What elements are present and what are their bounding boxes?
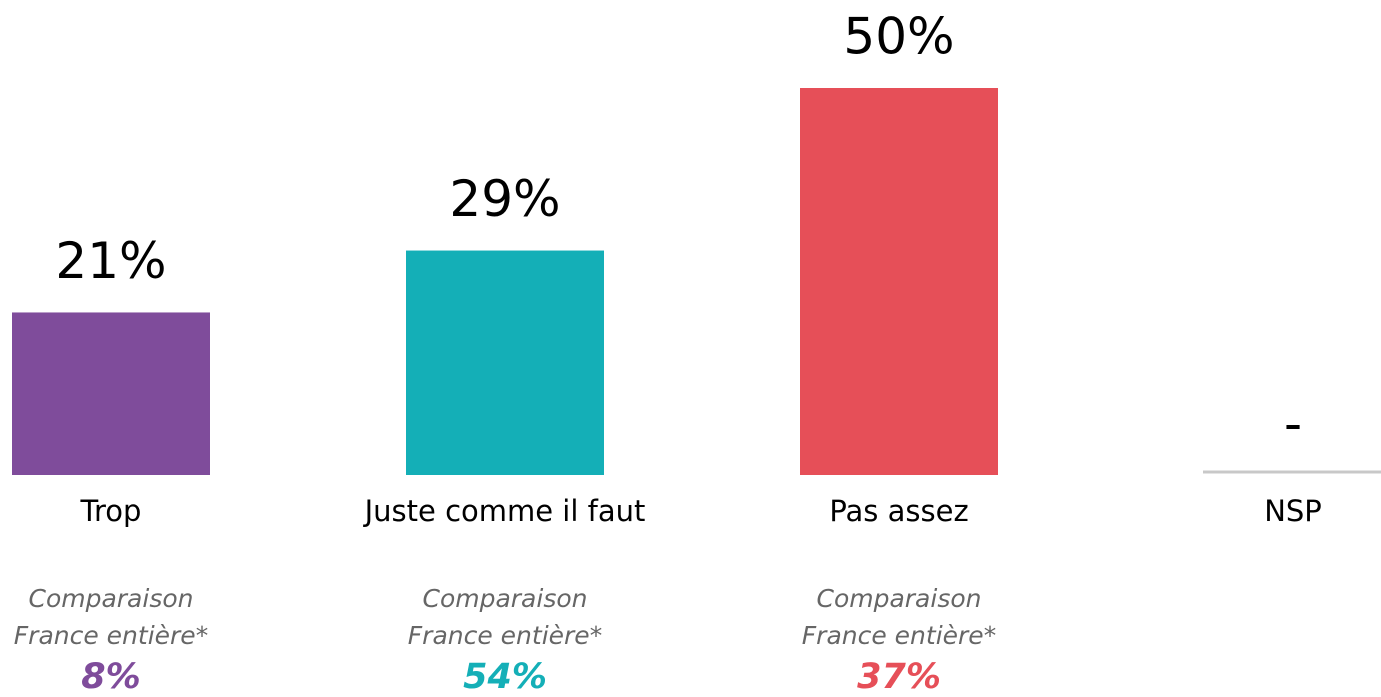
category-label: Juste comme il faut [363, 494, 646, 528]
comparison-label: France entière* [802, 621, 996, 650]
category-label: Pas assez [829, 494, 968, 528]
comparison-label: Comparaison [422, 584, 587, 613]
bar [12, 312, 210, 475]
value-label: - [1284, 395, 1302, 453]
comparison-value: 37% [857, 657, 941, 697]
comparison-value: 8% [81, 657, 140, 697]
value-label: 21% [55, 232, 166, 290]
value-label: 29% [449, 170, 560, 228]
category-label: Trop [80, 494, 142, 528]
comparison-value: 54% [463, 657, 547, 697]
comparison-label: France entière* [14, 621, 208, 650]
category-label: NSP [1264, 494, 1322, 528]
bar [800, 88, 998, 475]
comparison-label: France entière* [408, 621, 602, 650]
value-label: 50% [843, 8, 954, 66]
comparison-label: Comparaison [816, 584, 981, 613]
bar [406, 250, 604, 475]
comparison-label: Comparaison [28, 584, 193, 613]
